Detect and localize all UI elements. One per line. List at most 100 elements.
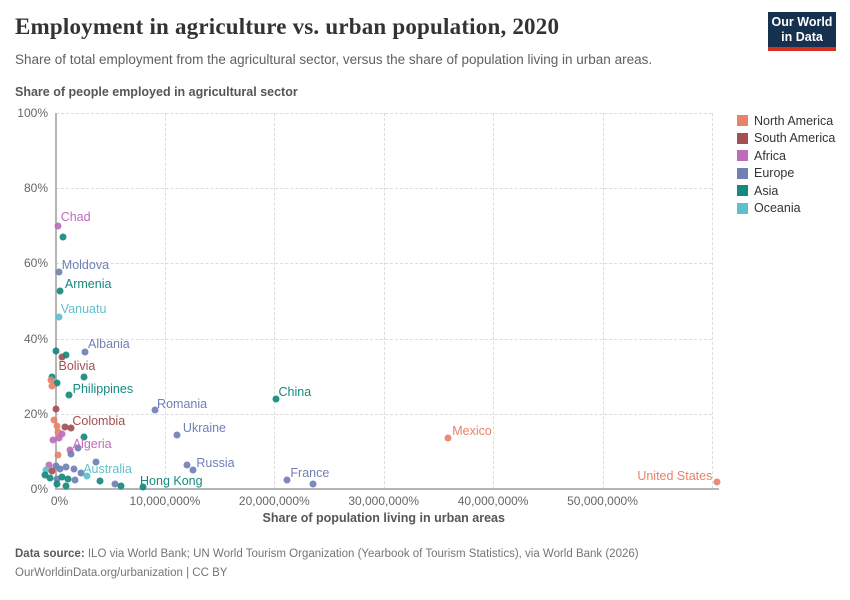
point-label-armenia[interactable]: Armenia bbox=[64, 276, 112, 291]
data-point[interactable] bbox=[71, 476, 79, 484]
data-point-colombia[interactable] bbox=[61, 423, 69, 431]
data-point-chad[interactable] bbox=[54, 222, 62, 230]
data-point[interactable] bbox=[59, 233, 67, 241]
point-label-chad[interactable]: Chad bbox=[60, 209, 91, 224]
data-point[interactable] bbox=[309, 480, 317, 488]
data-point-china[interactable] bbox=[272, 395, 280, 403]
data-point[interactable] bbox=[70, 465, 78, 473]
point-label-mexico[interactable]: Mexico bbox=[452, 423, 492, 438]
data-point-romania[interactable] bbox=[151, 406, 159, 414]
data-point[interactable] bbox=[62, 482, 70, 490]
data-point[interactable] bbox=[58, 430, 66, 438]
data-point[interactable] bbox=[77, 469, 85, 477]
data-point-ukraine[interactable] bbox=[173, 431, 181, 439]
legend: North America South America Africa Europe As… bbox=[737, 112, 835, 217]
data-point-australia[interactable] bbox=[83, 472, 91, 480]
data-point[interactable] bbox=[52, 405, 60, 413]
x-gridline bbox=[383, 113, 385, 489]
data-point-united-states[interactable] bbox=[713, 478, 721, 486]
data-point[interactable] bbox=[62, 351, 70, 359]
footer-link[interactable]: OurWorldinData.org/urbanization | CC BY bbox=[15, 567, 228, 579]
point-label-france[interactable]: France bbox=[290, 465, 330, 480]
point-label-philippines[interactable]: Philippines bbox=[72, 382, 134, 396]
data-point[interactable] bbox=[80, 373, 88, 381]
footer: Data source: ILO via World Bank; UN Worl… bbox=[15, 545, 639, 583]
data-point-vanuatu[interactable] bbox=[55, 313, 63, 321]
point-label-moldova[interactable]: Moldova bbox=[61, 258, 110, 273]
point-label-albania[interactable]: Albania bbox=[88, 337, 130, 352]
data-point[interactable] bbox=[49, 436, 57, 444]
legend-item-africa[interactable]: Africa bbox=[737, 147, 835, 165]
data-point[interactable] bbox=[41, 471, 49, 479]
data-point-moldova[interactable] bbox=[55, 268, 63, 276]
data-point[interactable] bbox=[74, 444, 82, 452]
data-point[interactable] bbox=[80, 433, 88, 441]
data-point-bolivia[interactable] bbox=[58, 353, 66, 361]
data-point-hong-kong[interactable] bbox=[139, 483, 147, 491]
point-label-bolivia[interactable]: Bolivia bbox=[58, 359, 96, 374]
data-point[interactable] bbox=[96, 477, 104, 485]
x-gridline bbox=[274, 113, 276, 489]
data-point-russia[interactable] bbox=[189, 466, 197, 474]
data-point[interactable] bbox=[67, 450, 75, 458]
legend-item-north-america[interactable]: North America bbox=[737, 112, 835, 130]
data-point[interactable] bbox=[48, 467, 56, 475]
legend-swatch bbox=[737, 115, 748, 127]
data-point[interactable] bbox=[47, 376, 55, 384]
data-point[interactable] bbox=[53, 379, 61, 387]
data-point-armenia[interactable] bbox=[56, 287, 64, 295]
data-point-albania[interactable] bbox=[81, 348, 89, 356]
point-label-romania[interactable]: Romania bbox=[157, 397, 208, 412]
data-point[interactable] bbox=[117, 482, 125, 490]
data-point[interactable] bbox=[64, 475, 72, 483]
x-tick-label: 20,000,000% bbox=[238, 494, 310, 508]
legend-swatch bbox=[737, 150, 748, 162]
point-label-algeria[interactable]: Algeria bbox=[72, 436, 112, 451]
y-tick-label: 100% bbox=[17, 106, 48, 120]
data-point[interactable] bbox=[62, 463, 70, 471]
data-point[interactable] bbox=[46, 474, 54, 482]
data-point[interactable] bbox=[45, 461, 53, 469]
point-label-china[interactable]: China bbox=[278, 385, 312, 400]
footer-source-text: ILO via World Bank; UN World Tourism Org… bbox=[84, 548, 639, 560]
data-point[interactable] bbox=[54, 428, 62, 436]
chart-title: Employment in agriculture vs. urban popu… bbox=[15, 14, 560, 39]
point-label-ukraine[interactable]: Ukraine bbox=[182, 420, 226, 435]
x-axis-line bbox=[54, 488, 719, 490]
data-point[interactable] bbox=[52, 462, 60, 470]
legend-label: North America bbox=[754, 113, 834, 128]
data-point[interactable] bbox=[48, 382, 56, 390]
data-point-algeria[interactable] bbox=[66, 446, 74, 454]
data-point[interactable] bbox=[183, 461, 191, 469]
data-point[interactable] bbox=[53, 475, 61, 483]
legend-label: Oceania bbox=[754, 201, 801, 216]
data-point[interactable] bbox=[53, 422, 61, 430]
data-point[interactable] bbox=[56, 465, 64, 473]
point-label-russia[interactable]: Russia bbox=[196, 455, 235, 470]
data-point-philippines[interactable] bbox=[65, 391, 73, 399]
point-label-hong-kong[interactable]: Hong Kong bbox=[140, 474, 203, 489]
legend-label: Asia bbox=[754, 183, 779, 198]
data-point-mexico[interactable] bbox=[444, 434, 452, 442]
data-point[interactable] bbox=[58, 473, 66, 481]
point-label-colombia[interactable]: Colombia bbox=[72, 413, 126, 428]
point-label-united-states[interactable]: United States bbox=[637, 468, 713, 483]
data-point[interactable] bbox=[111, 480, 119, 488]
data-point[interactable] bbox=[42, 466, 50, 474]
owid-logo[interactable]: Our World in Data bbox=[768, 12, 836, 51]
data-point[interactable] bbox=[55, 434, 63, 442]
point-label-australia[interactable]: Australia bbox=[83, 461, 132, 476]
data-point[interactable] bbox=[50, 416, 58, 424]
data-point-france[interactable] bbox=[283, 476, 291, 484]
data-point[interactable] bbox=[52, 347, 60, 355]
data-point[interactable] bbox=[67, 424, 75, 432]
data-point[interactable] bbox=[53, 480, 61, 488]
legend-item-south-america[interactable]: South America bbox=[737, 130, 835, 148]
legend-item-asia[interactable]: Asia bbox=[737, 182, 835, 200]
data-point[interactable] bbox=[54, 451, 62, 459]
data-point[interactable] bbox=[92, 458, 100, 466]
legend-item-europe[interactable]: Europe bbox=[737, 165, 835, 183]
legend-item-oceania[interactable]: Oceania bbox=[737, 200, 835, 218]
point-label-vanuatu[interactable]: Vanuatu bbox=[60, 302, 107, 317]
